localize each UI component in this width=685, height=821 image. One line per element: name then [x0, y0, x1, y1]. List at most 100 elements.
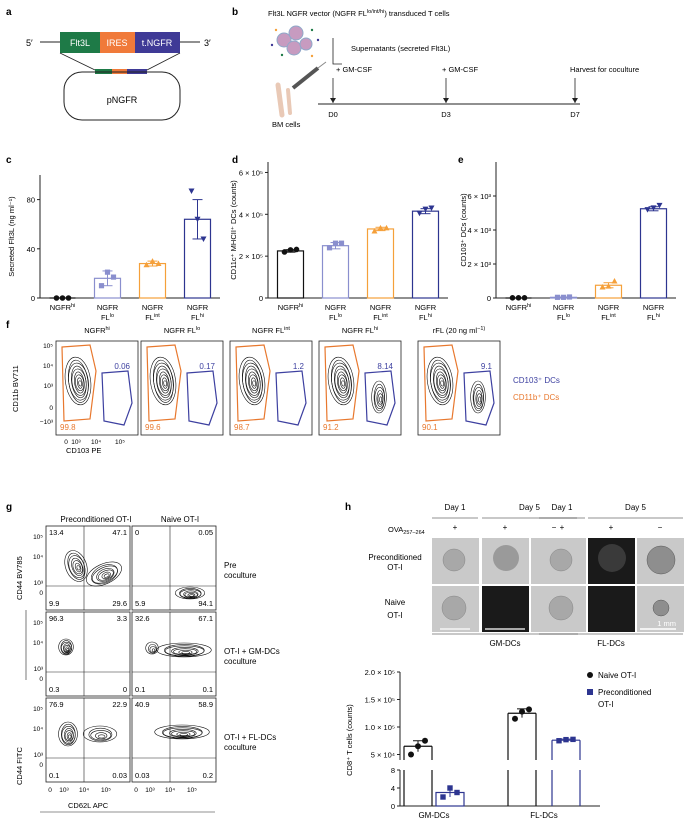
g-quad-lr: 0.2 [203, 771, 213, 780]
g-col1-header: Preconditioned OT-I [60, 515, 131, 524]
g-contour [58, 721, 78, 747]
f-gate-blue [101, 370, 133, 426]
supernatant-label: Supernatants (secreted Flt3L) [351, 44, 451, 53]
f-gate-orange [423, 344, 459, 422]
g-contour [90, 730, 112, 741]
g-quad-ul: 40.9 [135, 700, 150, 709]
panel-letter-c: c [6, 155, 12, 166]
c-point [200, 236, 207, 242]
f-ytick-label: 10⁵ [43, 343, 53, 350]
g-xtick-label: 10⁵ [101, 787, 111, 794]
f-contour [153, 362, 174, 401]
g-plot-frame [45, 611, 131, 697]
d-bar [276, 250, 305, 299]
e-xtick-label: NGFR [598, 303, 620, 312]
h-legend-pre-1: Preconditioned [598, 688, 651, 697]
f-contour [77, 377, 83, 389]
g-contour [61, 725, 76, 744]
d-xtick-label: NGFRhi [278, 303, 304, 312]
h-day-header: Day 5 [519, 503, 540, 512]
g-row-label: coculture [224, 571, 257, 580]
g-contour [72, 560, 83, 575]
d-point [428, 205, 435, 212]
g-contour [97, 569, 114, 581]
h-day-header: Day 1 [445, 503, 466, 512]
c-xtick-label-2: FLint [145, 313, 160, 322]
g-contour [96, 568, 115, 582]
e-point [644, 207, 651, 213]
h-ytick-label: 1.0 × 10⁵ [365, 723, 395, 732]
supernatant-arrow [332, 38, 342, 65]
g-xtick-label: 10⁴ [79, 787, 89, 794]
f-plot-title: NGFR FLhi [342, 326, 378, 335]
g-quad-ll: 0.1 [135, 685, 145, 694]
g-quad-lr: 0.03 [112, 771, 127, 780]
f-contour [71, 368, 87, 396]
h-cell-cluster [442, 548, 466, 572]
d-point [422, 206, 429, 213]
f-contour [327, 356, 355, 406]
g-xtick-label: 0 [134, 787, 138, 794]
f-contour [334, 368, 350, 396]
f-gate-blue [275, 370, 307, 426]
panel-letter-d: d [232, 155, 238, 166]
d-point [416, 210, 423, 217]
e-point [611, 278, 618, 284]
g-contour [86, 561, 122, 587]
e-point [650, 205, 657, 211]
g-quad-lr: 0 [123, 685, 127, 694]
chart-h-cd8: 5 × 10⁴ 1.0 × 10⁵ 1.5 × 10⁵ 2.0 × 10⁵ 0 4 8 CD8… [345, 668, 651, 820]
t-cells-illustration [270, 25, 320, 58]
e-xtick-label: NGFR [553, 303, 575, 312]
f-contour [156, 368, 172, 396]
e-xtick-label: NGFR [643, 303, 665, 312]
c-point [65, 295, 72, 301]
e-ytick-label: 2 × 10³ [467, 260, 491, 269]
f-gate-orange [324, 344, 360, 422]
c-point [149, 258, 156, 264]
panel-letter-f: f [6, 320, 10, 331]
g-xtick-label: 10³ [59, 787, 69, 794]
e-xtick-label: NGFRhi [506, 303, 532, 312]
gmcsf-label-1: + GM-CSF [336, 65, 372, 74]
h-ova-sign: + [609, 523, 614, 532]
c-xtick-label-2: FLlo [101, 313, 114, 322]
g-contour [151, 648, 156, 653]
g-contour [66, 732, 73, 740]
g-plot-frame [45, 525, 131, 611]
f-contour [436, 374, 447, 392]
f-orange-value: 90.1 [422, 423, 438, 432]
g-ytick-label: 10⁵ [33, 620, 43, 627]
g-contour [169, 728, 197, 738]
insert-line-left [59, 52, 96, 71]
flt3l-label: Flt3L [70, 38, 90, 48]
g-contour [68, 555, 86, 578]
tngfr-label: t.NGFR [142, 38, 173, 48]
g-quad-lr: 94.1 [198, 599, 213, 608]
h-legend-naive-marker [587, 672, 593, 678]
f-contour-cd103 [478, 396, 482, 403]
c-point [110, 274, 117, 280]
g-contour [74, 562, 82, 573]
h-ova-sign: + [560, 523, 565, 532]
g-contour [63, 644, 71, 653]
g-contour [161, 726, 203, 739]
f-contour-cd103 [376, 390, 384, 407]
d-xtick-label-2: FLlo [329, 313, 342, 322]
g-xtick-label: 10⁵ [187, 787, 197, 794]
g-contour [163, 644, 205, 657]
bone-icon [275, 82, 292, 118]
d-point [371, 228, 378, 234]
d-bar [321, 245, 350, 299]
e-point [554, 294, 561, 300]
g-quad-ll: 0.1 [49, 771, 59, 780]
panel-h: h Day 1 Day 5 Day 1 Day 5+ + − + + −GM-DCs FL-DCs… [345, 502, 684, 820]
d-xtick-label-2: FLhi [419, 313, 432, 322]
g-contour [184, 591, 198, 598]
d-point [377, 224, 384, 231]
c-ylabel: Secreted Flt3L (ng ml⁻¹) [7, 196, 16, 277]
c-point [155, 260, 162, 267]
g-contour [162, 727, 203, 739]
g-contour [68, 734, 72, 739]
h-spheroid [652, 599, 670, 617]
